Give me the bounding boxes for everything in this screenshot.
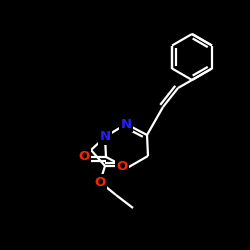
Text: O: O — [116, 160, 128, 172]
Text: O: O — [78, 150, 90, 164]
Text: N: N — [100, 130, 110, 143]
Text: O: O — [94, 176, 106, 188]
Text: N: N — [120, 118, 132, 130]
